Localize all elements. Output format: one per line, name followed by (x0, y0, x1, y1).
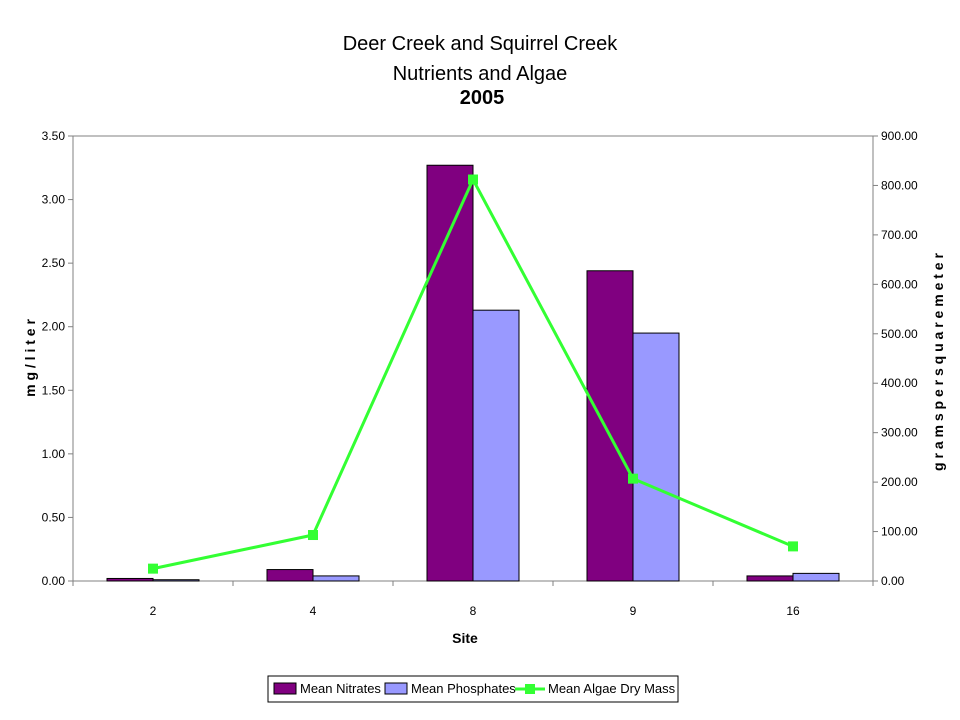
y-tick-label-left: 2.00 (42, 320, 66, 334)
x-tick-label: 8 (470, 604, 477, 618)
y-tick-label-right: 500.00 (881, 327, 918, 341)
point-mean-algae-dry-mass (308, 530, 318, 541)
y-axis-left: 0.00 0.50 1.00 1.50 2.00 2.50 3.00 3.50 (42, 129, 73, 588)
legend-marker-algae (525, 684, 535, 694)
y-tick-label-right: 0.00 (881, 574, 905, 588)
point-mean-algae-dry-mass (148, 563, 158, 574)
bar-mean-phosphates (632, 332, 680, 582)
legend-swatch-nitrates (273, 682, 297, 695)
y-axis-title-right: g r a m s p e r s q u a r e m e t e r (930, 253, 946, 471)
y-axis-title-left: m g / l i t e r (22, 319, 38, 397)
y-tick-label-left: 3.50 (42, 129, 66, 143)
legend-label-nitrates: Mean Nitrates (300, 681, 381, 696)
legend-label-algae: Mean Algae Dry Mass (548, 681, 676, 696)
legend-label-phosphates: Mean Phosphates (411, 681, 516, 696)
y-tick-label-left: 0.00 (42, 574, 66, 588)
chart-title-year: 2005 (460, 87, 505, 109)
y-tick-label-right: 700.00 (881, 228, 918, 242)
y-axis-right: 0.00 100.00 200.00 300.00 400.00 500.00 600.00… (873, 129, 918, 588)
x-tick-label: 4 (310, 604, 317, 618)
bar-mean-phosphates (472, 309, 520, 582)
bar-mean-nitrates (586, 270, 634, 582)
x-tick-label: 9 (630, 604, 637, 618)
chart-title-line1: Deer Creek and Squirrel Creek (343, 33, 619, 55)
point-mean-algae-dry-mass (788, 541, 798, 552)
bar-mean-nitrates (746, 575, 794, 582)
point-mean-algae-dry-mass (468, 174, 478, 185)
y-tick-label-right: 300.00 (881, 426, 918, 440)
y-tick-label-right: 800.00 (881, 178, 918, 192)
line-series (148, 174, 798, 574)
y-tick-label-right: 400.00 (881, 376, 918, 390)
y-tick-label-left: 0.50 (42, 510, 66, 524)
bar-mean-phosphates (792, 572, 840, 582)
y-tick-label-left: 1.50 (42, 383, 66, 397)
x-tick-label: 2 (150, 604, 157, 618)
bar-mean-nitrates (106, 577, 154, 582)
legend-box (267, 675, 679, 703)
chart-title-line2: Nutrients and Algae (393, 63, 568, 85)
y-tick-label-left: 2.50 (42, 256, 66, 270)
y-tick-label-right: 100.00 (881, 525, 918, 539)
legend: Mean Nitrates Mean Phosphates Mean Algae… (267, 675, 679, 703)
point-mean-algae-dry-mass (628, 473, 638, 484)
y-tick-label-right: 200.00 (881, 475, 918, 489)
x-axis-title: Site (452, 630, 478, 646)
bar-mean-phosphates (312, 575, 360, 582)
bar-mean-nitrates (426, 164, 474, 582)
bars (106, 164, 840, 582)
x-tick-label: 16 (786, 604, 800, 618)
legend-swatch-phosphates (384, 682, 408, 695)
bar-mean-phosphates (152, 579, 200, 582)
x-axis: 2 4 8 9 16 (72, 581, 874, 618)
bar-mean-nitrates (266, 569, 314, 582)
y-tick-label-left: 3.00 (42, 193, 66, 207)
y-tick-label-right: 600.00 (881, 277, 918, 291)
y-tick-label-right: 900.00 (881, 129, 918, 143)
y-tick-label-left: 1.00 (42, 447, 66, 461)
